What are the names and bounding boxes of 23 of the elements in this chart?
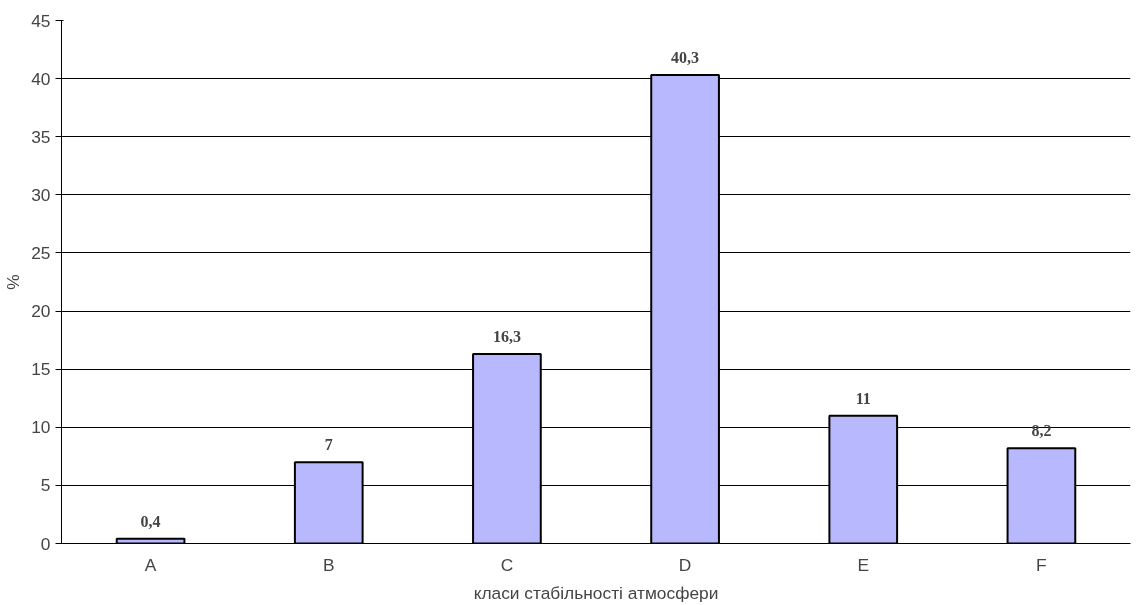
data-label: 7	[324, 436, 333, 454]
y-tick-label: 0	[40, 533, 51, 554]
x-tick-label: C	[500, 554, 514, 575]
y-tick-label: 35	[31, 126, 51, 147]
data-label: 40,3	[671, 49, 700, 67]
y-tick-label: 40	[31, 68, 51, 89]
y-axis-title: %	[3, 274, 24, 290]
y-tick-label: 45	[31, 10, 51, 31]
y-tick-label: 30	[31, 184, 51, 205]
x-tick-label: D	[678, 554, 692, 575]
data-label: 16,3	[492, 328, 521, 346]
y-tick-label: 5	[40, 475, 51, 496]
data-label: 0,4	[140, 512, 161, 530]
y-tick-label: 25	[31, 242, 51, 263]
data-label: 11	[855, 389, 871, 407]
x-axis-title: класи стабільності атмосфери	[473, 582, 719, 603]
x-tick-label: F	[1036, 554, 1047, 575]
y-tick-label: 15	[31, 359, 51, 380]
x-tick-label: E	[857, 554, 870, 575]
x-tick-label: B	[322, 554, 335, 575]
x-tick-label: A	[144, 554, 157, 575]
y-tick-label: 20	[31, 301, 51, 322]
y-tick-label: 10	[31, 417, 51, 438]
